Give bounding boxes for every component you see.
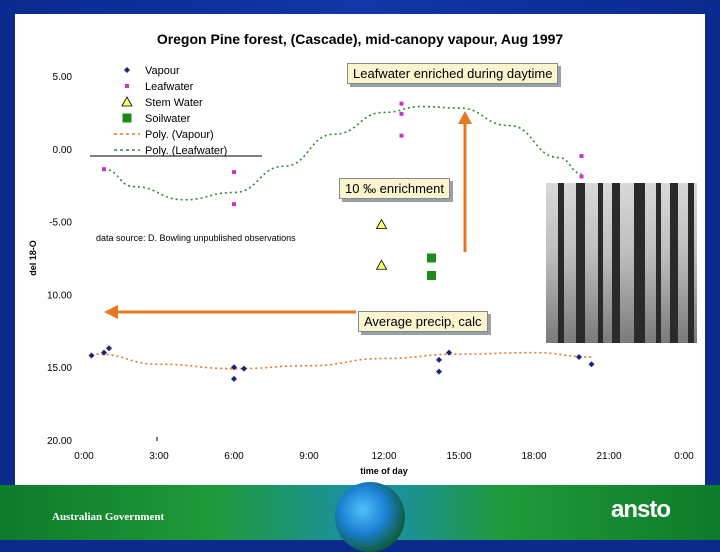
x-tick-label: 21:00	[596, 451, 621, 462]
leafwater-point	[232, 170, 236, 175]
vapour-point	[576, 354, 582, 361]
callout-average-precip: Average precip, calc	[358, 311, 488, 332]
legend-label: Poly. (Vapour)	[145, 129, 214, 141]
forest-photo	[546, 183, 697, 343]
y-tick-label: 10.00	[47, 290, 72, 301]
ansto-logo: ansto	[611, 496, 671, 523]
callout-enrichment: 10 ‰ enrichment	[339, 178, 450, 199]
legend-label: Stem Water	[145, 97, 203, 109]
vapour-point	[231, 364, 237, 371]
legend-label: Poly. (Leafwater)	[145, 145, 227, 157]
leafwater-point	[102, 167, 106, 172]
soilwater-point	[427, 253, 436, 263]
soilwater-point	[427, 270, 436, 280]
x-tick-label: 15:00	[446, 451, 471, 462]
leafwater-point	[125, 84, 129, 88]
y-tick-label: 20.00	[47, 436, 72, 447]
trend-curve	[96, 351, 592, 370]
data-source-note: data source: D. Bowling unpublished obse…	[96, 233, 296, 243]
y-tick-label: 5.00	[53, 72, 73, 83]
x-tick-label: 6:00	[224, 451, 244, 462]
leafwater-point	[232, 202, 236, 207]
x-axis-ticks: 0:00 3:00 6:00 9:00 12:00 15:00 18:00 21:00 0:00	[74, 451, 694, 462]
x-tick-label: 0:00	[674, 451, 694, 462]
vapour-point	[124, 67, 130, 73]
leafwater-point	[399, 101, 404, 106]
leafwater-point	[579, 174, 584, 179]
chart-title: Oregon Pine forest, (Cascade), mid-canop…	[157, 31, 564, 47]
chart-legend: Vapour Leafwater Stem Water Soilwater Poly. …	[90, 65, 262, 157]
y-axis-label: del 18-O	[28, 240, 38, 276]
chart-svg: Oregon Pine forest, (Cascade), mid-canop…	[28, 31, 694, 476]
y-tick-label: -5.00	[49, 218, 72, 229]
vapour-point	[436, 368, 442, 375]
leafwater-point	[399, 133, 404, 138]
x-tick-label: 9:00	[299, 451, 319, 462]
y-tick-label: 15.00	[47, 363, 72, 374]
legend-label: Vapour	[145, 65, 180, 77]
legend-label: Soilwater	[145, 113, 191, 125]
leafwater-point	[399, 111, 404, 116]
vapour-point	[446, 349, 452, 356]
x-tick-label: 0:00	[74, 451, 94, 462]
vapour-point	[231, 375, 237, 382]
vapour-point	[106, 345, 112, 352]
x-tick-label: 18:00	[521, 451, 546, 462]
vapour-point	[88, 352, 95, 359]
y-tick-label: 0.00	[53, 145, 73, 156]
y-axis-ticks: 5.00 0.00 -5.00 10.00 15.00 20.00	[47, 72, 72, 447]
footer-government-text: Australian Government	[52, 511, 165, 523]
x-tick-label: 3:00	[149, 451, 169, 462]
x-axis-label: time of day	[360, 466, 408, 476]
stemwater-point	[375, 259, 388, 270]
stemwater-point	[121, 96, 133, 107]
stemwater-point	[375, 218, 388, 229]
vapour-point	[241, 365, 247, 372]
vapour-point	[101, 349, 107, 356]
vapour-point	[436, 356, 442, 363]
callout-leafwater-enriched: Leafwater enriched during daytime	[347, 63, 559, 84]
arrow-left	[104, 305, 356, 319]
legend-label: Leafwater	[145, 81, 194, 93]
data-points	[88, 101, 595, 382]
vapour-point	[588, 361, 595, 368]
arrow-up	[458, 111, 472, 252]
trend-curves	[96, 105, 592, 370]
globe-icon	[335, 482, 405, 552]
x-tick-label: 12:00	[371, 451, 396, 462]
leafwater-point	[579, 154, 584, 159]
soilwater-point	[122, 113, 132, 123]
